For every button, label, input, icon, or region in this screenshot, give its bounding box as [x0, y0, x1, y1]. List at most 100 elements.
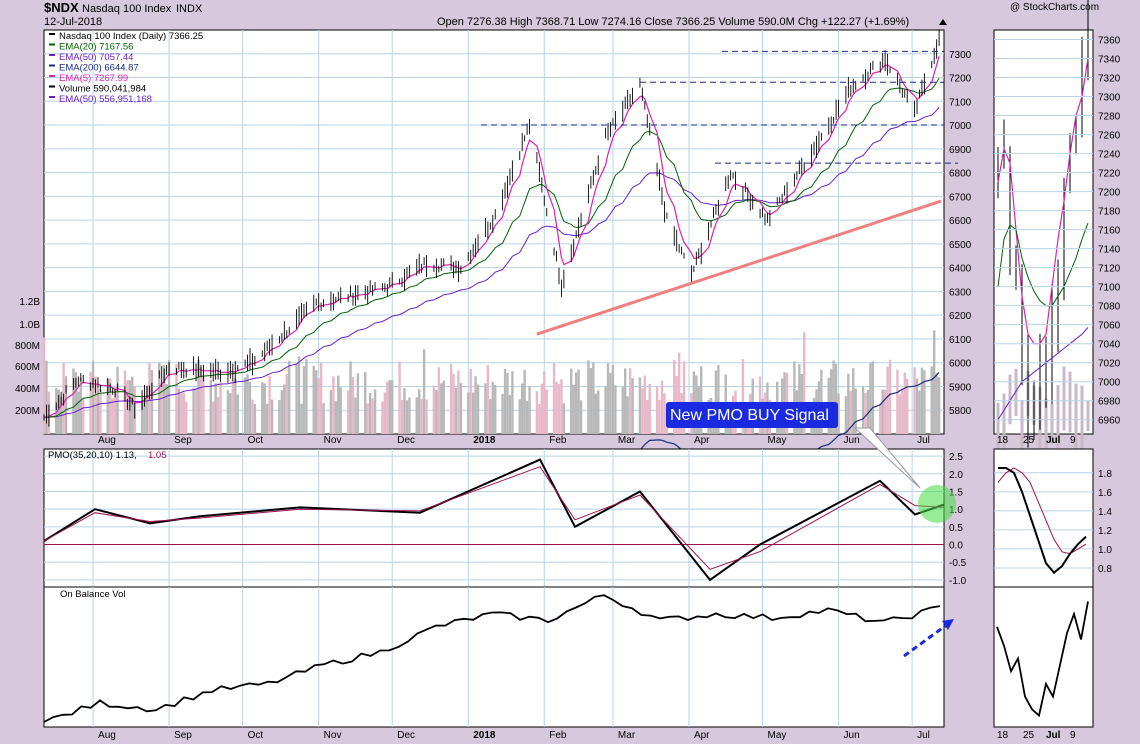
volume-bar	[673, 359, 676, 434]
volume-bar	[356, 373, 360, 434]
volume-bar	[494, 385, 497, 434]
volume-bar	[457, 370, 460, 434]
volume-bar	[621, 386, 624, 434]
volume-bar	[486, 365, 490, 434]
month-tick-label: Nov	[324, 435, 342, 446]
ema20-line	[43, 77, 940, 418]
volume-bar	[587, 360, 590, 434]
volume-bar	[832, 360, 835, 434]
volume-bar	[116, 366, 119, 434]
price-panel	[43, 29, 945, 435]
volume-bar	[253, 403, 257, 434]
volume-bar	[506, 372, 509, 434]
volume-bar	[185, 401, 188, 434]
volume-bar	[408, 397, 411, 434]
price-tick-label: 7100	[949, 97, 972, 108]
inset-tick-label: 7020	[1098, 359, 1121, 370]
volume-bar	[523, 369, 526, 434]
volume-bar	[278, 400, 281, 434]
volume-bar	[285, 373, 288, 434]
price-series	[43, 30, 958, 652]
pmo-inset-series: 0.8 1.0 1.2 1.4 1.6 1.8	[994, 467, 1112, 575]
inset-tick-label: 7240	[1098, 150, 1121, 161]
inset-tick-label: 7260	[1098, 131, 1121, 142]
inset-tick-label: 7060	[1098, 321, 1121, 332]
volume-bar	[234, 378, 237, 434]
volume-bar	[898, 394, 902, 434]
volume-bar	[182, 393, 185, 434]
price-axis: 5800 5900 6000 6100 6200 6300 6400 6500 6600 6700…	[15, 50, 972, 417]
inset-volume-bar	[1044, 398, 1048, 459]
volume-bar	[111, 398, 114, 434]
inset-tick-label: 7200	[1098, 188, 1121, 199]
volume-bar	[351, 377, 355, 434]
volume-bar	[400, 399, 404, 434]
volume-bar	[123, 370, 127, 434]
volume-bar	[489, 399, 492, 434]
inset-tick-label: 7040	[1098, 340, 1121, 351]
price-tick-label: 5800	[949, 406, 972, 417]
volume-bar	[574, 372, 578, 434]
volume-bar	[935, 373, 938, 434]
volume-bar	[315, 370, 318, 434]
inset-tick-label: Jul	[1046, 435, 1061, 446]
volume-bar	[263, 383, 266, 434]
volume-bar	[209, 379, 212, 434]
pmo-tick-label: 1.5	[949, 487, 963, 498]
ema5-line	[43, 56, 940, 419]
inset-volume-bar	[1008, 374, 1012, 425]
month-tick-label: Oct	[248, 435, 264, 446]
month-tick-label: 2018	[473, 730, 496, 741]
volume-bar	[99, 388, 102, 434]
volume-bar	[175, 364, 178, 434]
month-tick-label: May	[768, 435, 787, 446]
price-tick-label: 6300	[949, 287, 972, 298]
volume-bar	[881, 389, 884, 434]
inset-volume-bar	[1002, 393, 1006, 452]
price-tick-label: 5900	[949, 382, 972, 393]
volume-tick-label: 600M	[15, 362, 40, 373]
chart-date: 12-Jul-2018	[44, 16, 102, 28]
volume-bar	[160, 383, 163, 434]
price-tick-label: 7300	[949, 50, 972, 61]
volume-bar	[248, 381, 252, 434]
volume-bar	[476, 384, 480, 434]
volume-bar	[896, 369, 899, 434]
volume-bar	[57, 389, 60, 434]
volume-bar	[288, 360, 291, 434]
volume-bar	[611, 364, 615, 434]
volume-bar	[82, 398, 85, 434]
inset-volume-bar	[1074, 383, 1078, 454]
pmo-label: PMO(35,20,10) 1.13,	[48, 450, 137, 461]
volume-bar	[545, 389, 548, 434]
price-tick-label: 6100	[949, 335, 972, 346]
volume-bar	[623, 368, 627, 434]
month-tick-label: Mar	[618, 730, 636, 741]
pmo-tick-label: 0.0	[949, 541, 963, 552]
pmo-inset-line	[998, 467, 1087, 575]
volume-bar	[594, 393, 597, 434]
volume-bar	[283, 384, 286, 434]
volume-bar	[280, 390, 284, 434]
volume-bar	[552, 362, 556, 434]
volume-bar	[903, 372, 906, 434]
legend-item: EMA(50) 556,951,168	[59, 94, 152, 105]
obv-panel	[43, 586, 945, 728]
inset-tick-label: 7280	[1098, 112, 1121, 123]
volume-bar	[540, 383, 544, 434]
volume-bar	[268, 376, 271, 434]
volume-bar	[937, 377, 941, 434]
month-tick-label: May	[768, 730, 787, 741]
month-tick-label: Apr	[694, 730, 710, 741]
volume-bar	[418, 389, 421, 434]
pmo-tick-label: -0.5	[949, 558, 967, 569]
legend-swatch	[49, 43, 55, 46]
month-tick-label: Oct	[248, 730, 264, 741]
volume-bar	[459, 383, 463, 434]
volume-bar	[302, 366, 306, 434]
volume-bar	[194, 388, 198, 434]
volume-bar	[803, 332, 806, 434]
month-tick-label: Jun	[844, 435, 860, 446]
volume-bar	[631, 378, 634, 434]
volume-bar	[226, 390, 230, 434]
